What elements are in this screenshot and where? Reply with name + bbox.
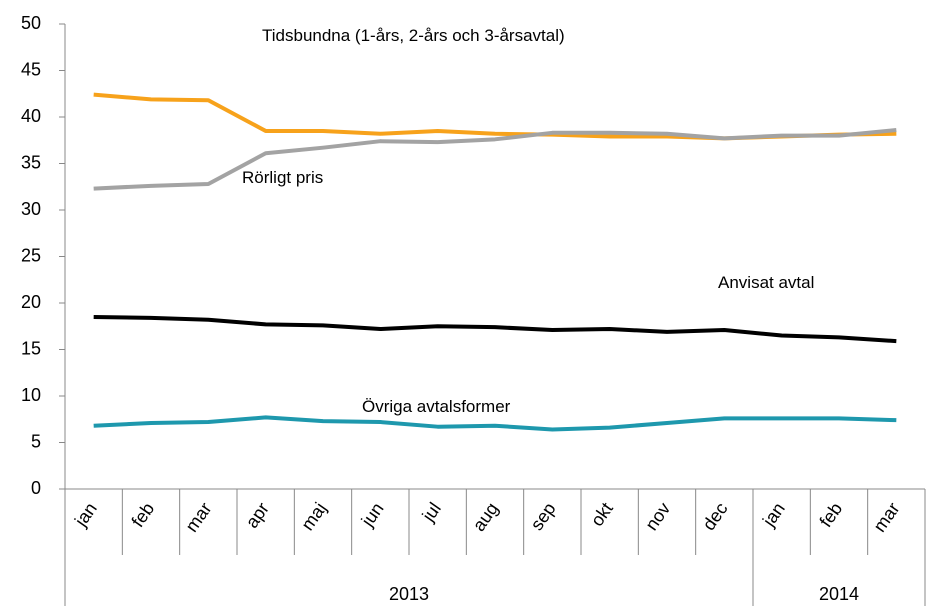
group-label: 2014	[819, 584, 859, 604]
x-tick-label: nov	[641, 499, 674, 534]
y-tick-label: 0	[31, 478, 41, 498]
y-tick-label: 45	[21, 59, 41, 79]
x-tick-label: jun	[357, 499, 388, 531]
x-tick-label: jul	[418, 499, 445, 526]
series-line	[93, 314, 897, 344]
x-tick-label: maj	[297, 499, 330, 534]
y-tick-label: 20	[21, 292, 41, 312]
series-label: Rörligt pris	[242, 168, 324, 187]
x-tick-label: feb	[816, 499, 847, 531]
x-tick-label: apr	[242, 499, 273, 532]
x-tick-label: okt	[587, 499, 617, 530]
y-tick-label: 35	[21, 152, 41, 172]
series-label: Tidsbundna (1-års, 2-års och 3-årsavtal)	[262, 26, 565, 45]
y-tick-label: 5	[31, 431, 41, 451]
x-tick-label: jan	[758, 499, 789, 531]
series-label: Anvisat avtal	[718, 273, 815, 292]
x-tick-label: mar	[181, 499, 215, 536]
y-tick-label: 50	[21, 13, 41, 33]
x-tick-label: dec	[699, 499, 732, 534]
series-line	[93, 415, 897, 432]
x-tick-label: sep	[527, 499, 560, 534]
x-tick-label: mar	[869, 499, 903, 536]
y-tick-label: 25	[21, 245, 41, 265]
x-tick-label: feb	[128, 499, 159, 531]
series-label: Övriga avtalsformer	[362, 397, 511, 416]
series-line	[93, 92, 897, 141]
series-line	[93, 128, 897, 191]
y-tick-label: 15	[21, 338, 41, 358]
group-label: 2013	[389, 584, 429, 604]
x-tick-label: jan	[70, 499, 101, 531]
y-tick-label: 40	[21, 106, 41, 126]
y-tick-label: 30	[21, 199, 41, 219]
y-tick-label: 10	[21, 385, 41, 405]
x-tick-label: aug	[469, 499, 503, 535]
